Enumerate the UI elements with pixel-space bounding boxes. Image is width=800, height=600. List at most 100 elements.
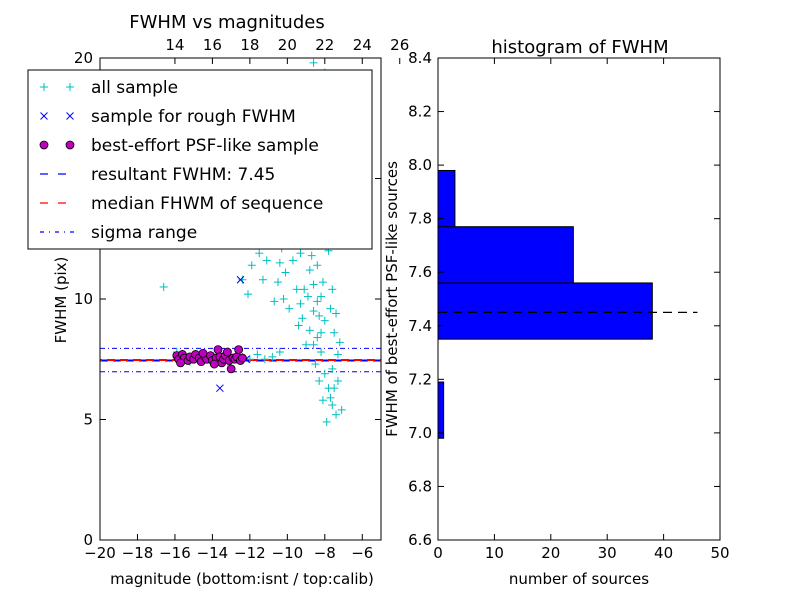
- scatter-x-label: magnitude (bottom:isnt / top:calib): [110, 570, 374, 588]
- histogram-y-label: FWHM of best-effort PSF-like sources: [383, 161, 401, 437]
- best-sample-point-29: [198, 348, 208, 358]
- all-sample-point-31: [296, 249, 305, 258]
- all-sample-point-28: [285, 304, 294, 313]
- all-sample-point-49: [320, 369, 329, 378]
- legend-marker-best-b: [65, 140, 75, 150]
- legend-label-sigma-range: sigma range: [91, 223, 197, 243]
- all-sample-point-58: [330, 384, 339, 393]
- best-sample-point-25: [234, 345, 244, 355]
- scatter-title: FWHM vs magnitudes: [129, 12, 324, 33]
- histogram-x-tick-label-4: 40: [654, 544, 673, 562]
- scatter-y-tick-label-2: 10: [74, 290, 93, 308]
- all-sample-point-62: [309, 58, 318, 67]
- rough-sample-point-0: [216, 384, 224, 393]
- all-sample-point-36: [315, 311, 324, 320]
- legend-marker-all-a: [40, 83, 48, 91]
- all-sample-point-42: [294, 321, 303, 330]
- histogram-y-tick-label-4: 7.4: [408, 317, 432, 335]
- all-sample-point-43: [298, 314, 307, 323]
- all-sample-point-93: [337, 405, 346, 414]
- histogram-x-tick-label-3: 30: [598, 544, 617, 562]
- all-sample-point-80: [313, 297, 322, 306]
- histogram-y-tick-label-0: 6.6: [408, 531, 432, 549]
- legend-markers: [39, 83, 75, 233]
- best-sample-point-21: [226, 364, 236, 374]
- scatter-x-tick-label-3: −14: [197, 544, 229, 562]
- all-sample-point-91: [332, 309, 341, 318]
- scatter-top-tick-label-5: 24: [353, 36, 372, 54]
- histogram-x-tick-label-0: 0: [433, 544, 443, 562]
- all-sample-point-13: [260, 355, 269, 364]
- legend-marker-rough-a-b: [40, 112, 48, 120]
- all-sample-point-27: [281, 268, 290, 277]
- histogram-panel: histogram of FWHM 0 10 20 30 40 50 6.6 6.8 7.0 7…: [383, 37, 730, 588]
- scatter-top-tick-label-2: 18: [240, 36, 259, 54]
- scatter-top-tick-label-3: 20: [278, 36, 297, 54]
- all-sample-point-54: [318, 396, 327, 405]
- rough-sample-point-1-b: [236, 275, 245, 284]
- histogram-bar-1: [437, 282, 653, 340]
- legend-marker-rough-b-b: [66, 112, 74, 120]
- all-sample-point-48: [317, 348, 326, 357]
- scatter-legend: all sample sample for rough FWHM best-ef…: [27, 69, 373, 250]
- scatter-y-tick-label-1: 5: [83, 411, 93, 429]
- all-sample-point-18: [247, 261, 256, 270]
- histogram-y-tick-label-3: 7.2: [408, 370, 432, 388]
- all-sample-point-45: [305, 326, 314, 335]
- histogram-bars: [437, 169, 653, 439]
- series-best-effort-sample: [172, 345, 247, 374]
- all-sample-point-75: [317, 292, 326, 301]
- all-sample-point-92: [335, 338, 344, 347]
- all-sample-point-0: [159, 282, 168, 291]
- legend-marker-rough-b: [66, 112, 74, 120]
- all-sample-point-46: [309, 307, 318, 316]
- histogram-y-ticks: 6.6 6.8 7.0 7.2 7.4 7.6 7.8 8.0 8.2 8.4: [408, 49, 720, 549]
- best-sample-point-27: [237, 353, 247, 363]
- histogram-x-tick-label-5: 50: [710, 544, 729, 562]
- scatter-top-ticks: 14 16 18 20 22 24 26: [165, 36, 409, 64]
- all-sample-point-16: [238, 275, 247, 284]
- rough-sample-point-0-b: [216, 384, 224, 393]
- all-sample-point-94: [333, 376, 342, 385]
- scatter-top-tick-label-6: 26: [390, 36, 409, 54]
- all-sample-point-47: [313, 333, 322, 342]
- histogram-x-ticks: 0 10 20 30 40 50: [433, 58, 730, 562]
- legend-label-median-fwhm: median FHWM of sequence: [91, 194, 323, 214]
- all-sample-point-39: [326, 304, 335, 313]
- all-sample-point-90: [328, 285, 337, 294]
- scatter-x-tick-label-2: −16: [159, 544, 191, 562]
- best-sample-point-15: [213, 345, 223, 355]
- histogram-y-tick-label-7: 8.0: [408, 156, 432, 174]
- scatter-x-tick-label-0: −20: [84, 544, 116, 562]
- scatter-top-tick-label-0: 14: [165, 36, 184, 54]
- all-sample-point-53: [322, 417, 331, 426]
- all-sample-point-97: [296, 299, 305, 308]
- scatter-y-label: FWHM (pix): [52, 257, 70, 344]
- histogram-x-tick-label-1: 10: [485, 544, 504, 562]
- legend-marker-rough-a: [40, 112, 48, 120]
- all-sample-point-25: [273, 278, 282, 287]
- histogram-x-tick-label-2: 20: [541, 544, 560, 562]
- all-sample-point-51: [328, 401, 337, 410]
- scatter-x-tick-label-6: −8: [314, 544, 336, 562]
- all-sample-point-99: [288, 256, 297, 265]
- all-sample-point-95: [328, 364, 337, 373]
- all-sample-point-55: [315, 376, 324, 385]
- scatter-top-tick-label-4: 22: [315, 36, 334, 54]
- all-sample-point-24: [270, 297, 279, 306]
- all-sample-point-56: [311, 360, 320, 369]
- all-sample-point-30: [292, 285, 301, 294]
- scatter-y-tick-label-4: 20: [74, 49, 93, 67]
- all-sample-point-81: [309, 340, 318, 349]
- histogram-y-tick-label-6: 7.8: [408, 210, 432, 228]
- all-sample-point-37: [318, 278, 327, 287]
- all-sample-point-44: [302, 340, 311, 349]
- legend-label-all-sample: all sample: [91, 78, 178, 98]
- all-sample-point-22: [262, 256, 271, 265]
- histogram-plot-frame: [437, 57, 721, 541]
- legend-label-rough-sample: sample for rough FWHM: [91, 107, 296, 127]
- scatter-x-tick-label-1: −18: [122, 544, 154, 562]
- scatter-top-tick-label-1: 16: [203, 36, 222, 54]
- histogram-bar-0: [437, 381, 445, 439]
